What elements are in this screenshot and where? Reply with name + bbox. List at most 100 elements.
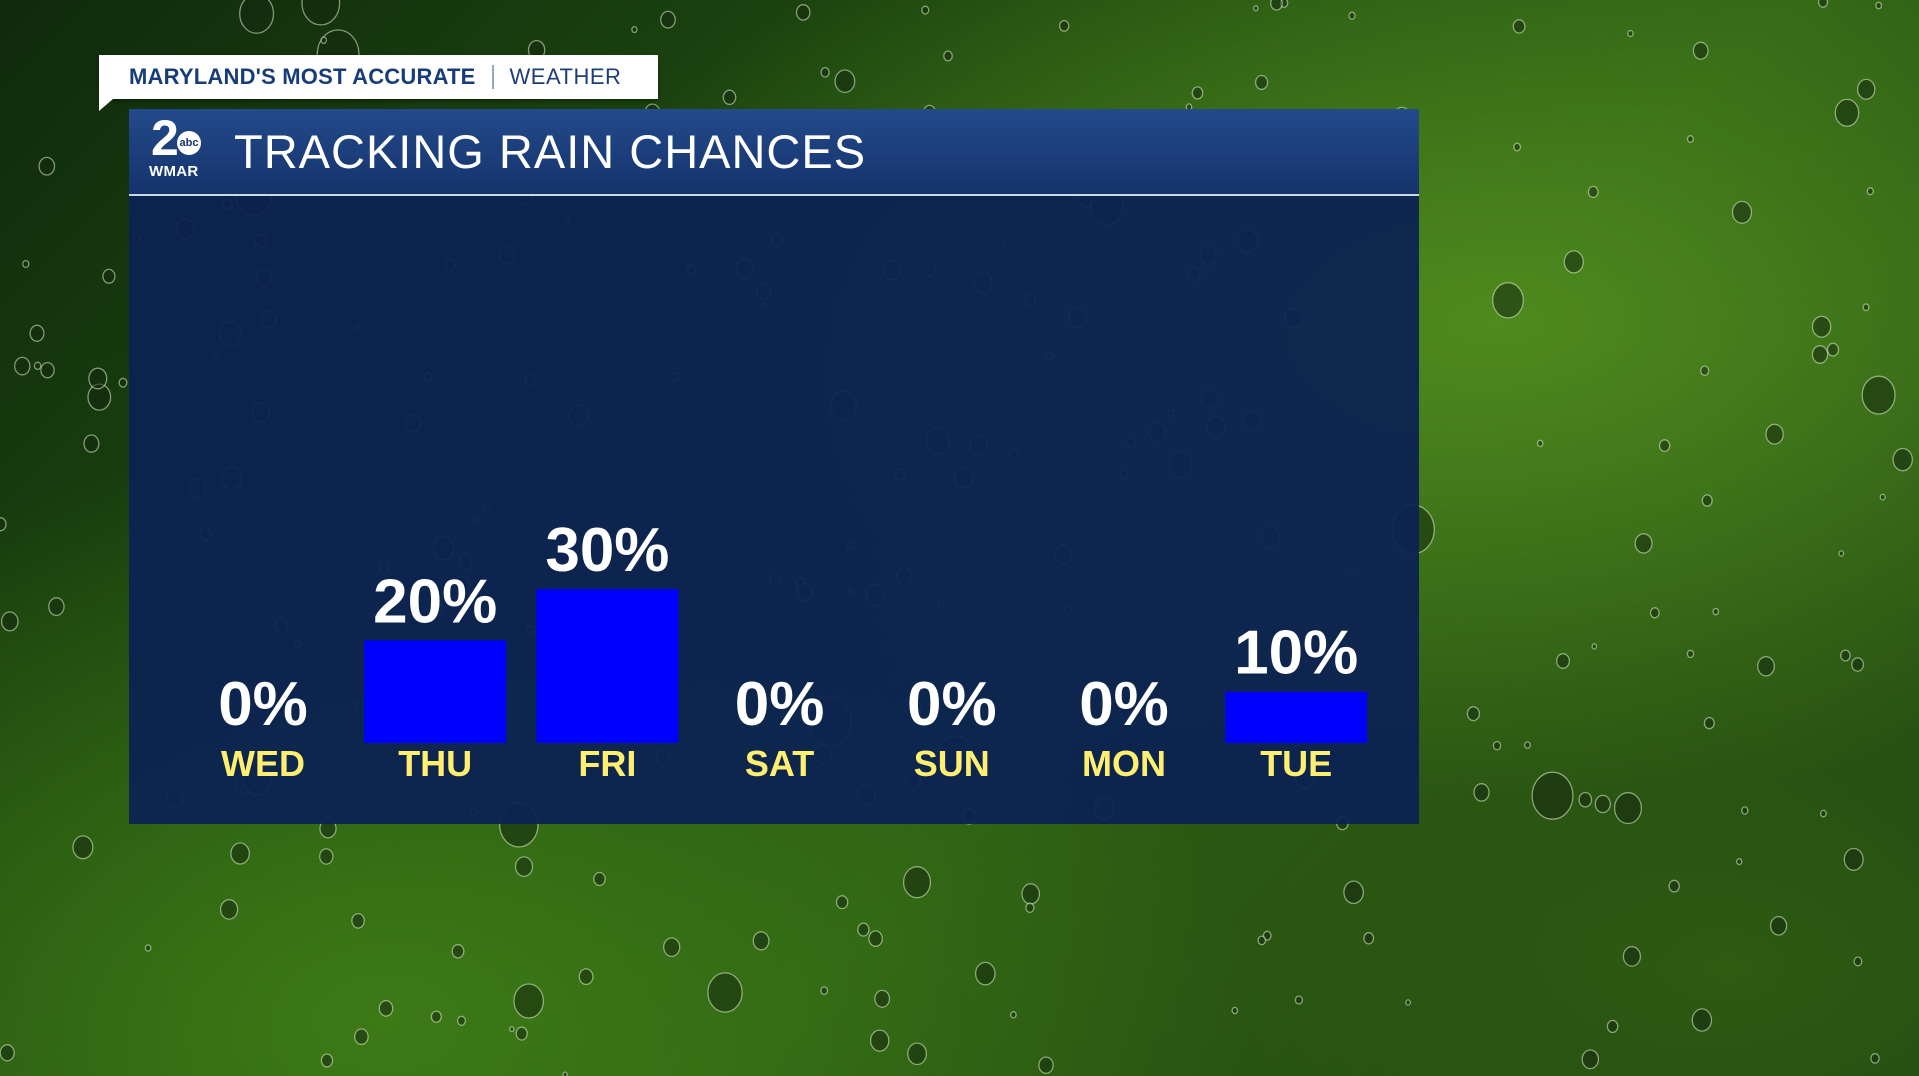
raindrop xyxy=(351,912,365,929)
raindrop xyxy=(1513,142,1522,152)
raindrop xyxy=(88,367,108,390)
raindrop xyxy=(1817,0,1829,8)
raindrop xyxy=(869,1029,890,1052)
raindrop xyxy=(1875,1,1883,10)
raindrop xyxy=(72,835,94,860)
raindrop xyxy=(1578,791,1593,808)
raindrop xyxy=(118,377,128,388)
raindrop xyxy=(1191,86,1204,100)
raindrop xyxy=(515,1026,528,1041)
raindrop xyxy=(707,972,743,1013)
raindrop xyxy=(1010,1011,1017,1019)
raindrop xyxy=(1769,915,1788,936)
value-label-mon: 0% xyxy=(1079,670,1169,739)
raindrop xyxy=(795,4,811,21)
value-label-thu: 20% xyxy=(373,567,497,636)
raindrop xyxy=(874,989,891,1008)
raindrop xyxy=(1253,5,1259,12)
raindrop xyxy=(1861,375,1896,415)
raindrop xyxy=(144,944,152,952)
raindrop xyxy=(631,26,638,34)
bar-thu xyxy=(364,640,507,743)
raindrop xyxy=(1686,649,1695,659)
raindrop xyxy=(820,66,830,78)
raindrop xyxy=(1840,649,1851,662)
raindrop xyxy=(1736,858,1743,866)
raindrop xyxy=(1703,716,1715,730)
raindrop xyxy=(456,1015,467,1026)
raindrop xyxy=(219,899,239,920)
value-label-sat: 0% xyxy=(735,670,825,739)
raindrop xyxy=(1692,41,1709,60)
raindrop xyxy=(722,89,737,106)
raindrop xyxy=(834,69,856,94)
raindrop xyxy=(1701,494,1713,507)
raindrop xyxy=(1826,342,1840,357)
raindrop xyxy=(0,1044,15,1062)
raindrop xyxy=(1466,706,1481,722)
raindrop xyxy=(1405,999,1412,1006)
raindrop xyxy=(1668,879,1680,893)
raindrop xyxy=(1757,656,1775,677)
raindrop xyxy=(943,50,953,62)
raindrop xyxy=(1879,493,1886,501)
value-label-tue: 10% xyxy=(1234,619,1358,688)
raindrop xyxy=(1363,932,1375,945)
raindrop xyxy=(974,961,996,986)
logo-channel-number: 2 xyxy=(151,110,179,166)
bar-tue xyxy=(1225,691,1368,743)
raindrop xyxy=(1524,741,1531,749)
logo-network-badge: abc xyxy=(177,131,201,155)
day-label-sun: SUN xyxy=(914,743,990,784)
raindrop xyxy=(1691,1008,1713,1032)
raindrop xyxy=(1811,345,1829,364)
raindrop xyxy=(1856,78,1876,100)
raindrop xyxy=(1870,1053,1880,1064)
raindrop xyxy=(1591,643,1598,650)
brand-tagline: MARYLAND'S MOST ACCURATE xyxy=(129,64,476,89)
section-label: WEATHER xyxy=(509,64,622,89)
raindrop xyxy=(319,848,334,865)
raindrop xyxy=(1731,200,1753,224)
raindrop xyxy=(1531,771,1574,820)
raindrop xyxy=(1581,1049,1600,1070)
raindrop xyxy=(1021,883,1041,905)
raindrop xyxy=(14,356,31,376)
day-label-sat: SAT xyxy=(745,743,814,784)
raindrop xyxy=(33,361,42,371)
raindrop xyxy=(1606,1019,1619,1034)
day-label-tue: TUE xyxy=(1260,743,1332,784)
day-label-mon: MON xyxy=(1082,743,1166,784)
raindrop xyxy=(1594,794,1611,814)
raindrop xyxy=(1634,533,1653,554)
raindrop xyxy=(1512,19,1526,34)
raindrop xyxy=(1257,935,1267,946)
raindrop xyxy=(562,1071,568,1076)
raindrop xyxy=(1851,657,1865,672)
raindrop xyxy=(868,930,883,947)
raindrop xyxy=(1536,439,1544,448)
raindrop xyxy=(83,434,100,453)
raindrop xyxy=(1038,1056,1054,1074)
day-label-fri: FRI xyxy=(578,743,636,784)
raindrop xyxy=(239,0,275,34)
raindrop xyxy=(513,983,545,1019)
raindrop xyxy=(102,268,116,284)
raindrop xyxy=(820,986,829,996)
raindrop xyxy=(40,361,55,379)
raindrop xyxy=(1700,365,1710,376)
raindrop xyxy=(1058,19,1070,32)
raindrop xyxy=(1270,0,1283,11)
raindrop xyxy=(1658,439,1671,453)
raindrop xyxy=(835,895,849,910)
forecast-panel: 2 abc WMAR TRACKING RAIN CHANCES 0% WED 20… xyxy=(129,109,1419,824)
chart-title: TRACKING RAIN CHANCES xyxy=(234,125,867,178)
raindrop xyxy=(1622,946,1642,967)
raindrop xyxy=(38,156,56,176)
raindrop xyxy=(593,871,606,887)
raindrop xyxy=(1613,792,1643,825)
raindrop xyxy=(1348,11,1356,20)
raindrop xyxy=(1025,902,1035,914)
day-label-wed: WED xyxy=(221,743,305,784)
raindrop xyxy=(1556,653,1570,669)
